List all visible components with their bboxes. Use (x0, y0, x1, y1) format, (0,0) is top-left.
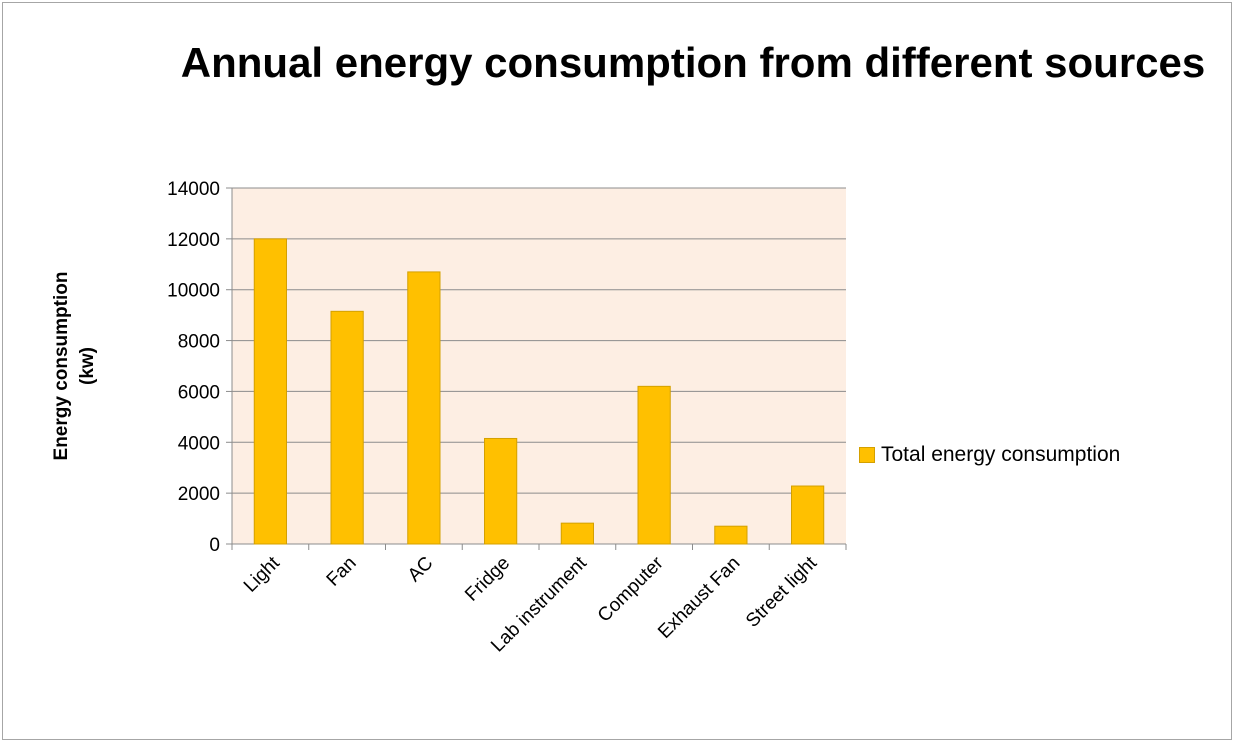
y-tick-label: 8000 (178, 332, 220, 353)
bar (253, 238, 287, 545)
y-tick-label: 6000 (178, 382, 220, 403)
chart-canvas: 0 2000 4000 6000 8000 10000 12000 14000 Light Fan… (51, 179, 847, 656)
chart-title: Annual energy consumption from different… (180, 39, 1206, 86)
y-tick-label: 14000 (167, 179, 220, 200)
x-tick-label: Fan (323, 553, 361, 591)
y-tick-label: 0 (209, 535, 220, 556)
x-tick-label: Street light (742, 552, 822, 632)
plot-area (232, 188, 846, 544)
y-tick-label: 2000 (178, 484, 220, 505)
y-tick-label: 4000 (178, 433, 220, 454)
legend-swatch (859, 447, 875, 463)
y-axis-label: Energy consumption (kw) (51, 272, 98, 461)
bar (791, 485, 825, 545)
y-axis-label-line: Energy consumption (51, 272, 72, 461)
legend-label: Total energy consumption (881, 443, 1121, 466)
bar (330, 310, 364, 545)
x-tick-label: Light (240, 552, 284, 596)
bar (714, 525, 748, 545)
bar (560, 522, 594, 545)
x-tick-label: Fridge (461, 553, 514, 606)
legend: Total energy consumption (859, 443, 1120, 467)
x-tick-label: AC (404, 553, 438, 587)
x-tick-label: Exhaust Fan (654, 553, 744, 643)
bar (407, 271, 441, 545)
y-axis-label-line: (kw) (77, 347, 98, 385)
y-tick-label: 12000 (167, 230, 220, 251)
y-tick-label: 10000 (167, 281, 220, 302)
bar (484, 437, 518, 545)
x-tick-label: Computer (594, 552, 668, 626)
bar (637, 385, 671, 545)
